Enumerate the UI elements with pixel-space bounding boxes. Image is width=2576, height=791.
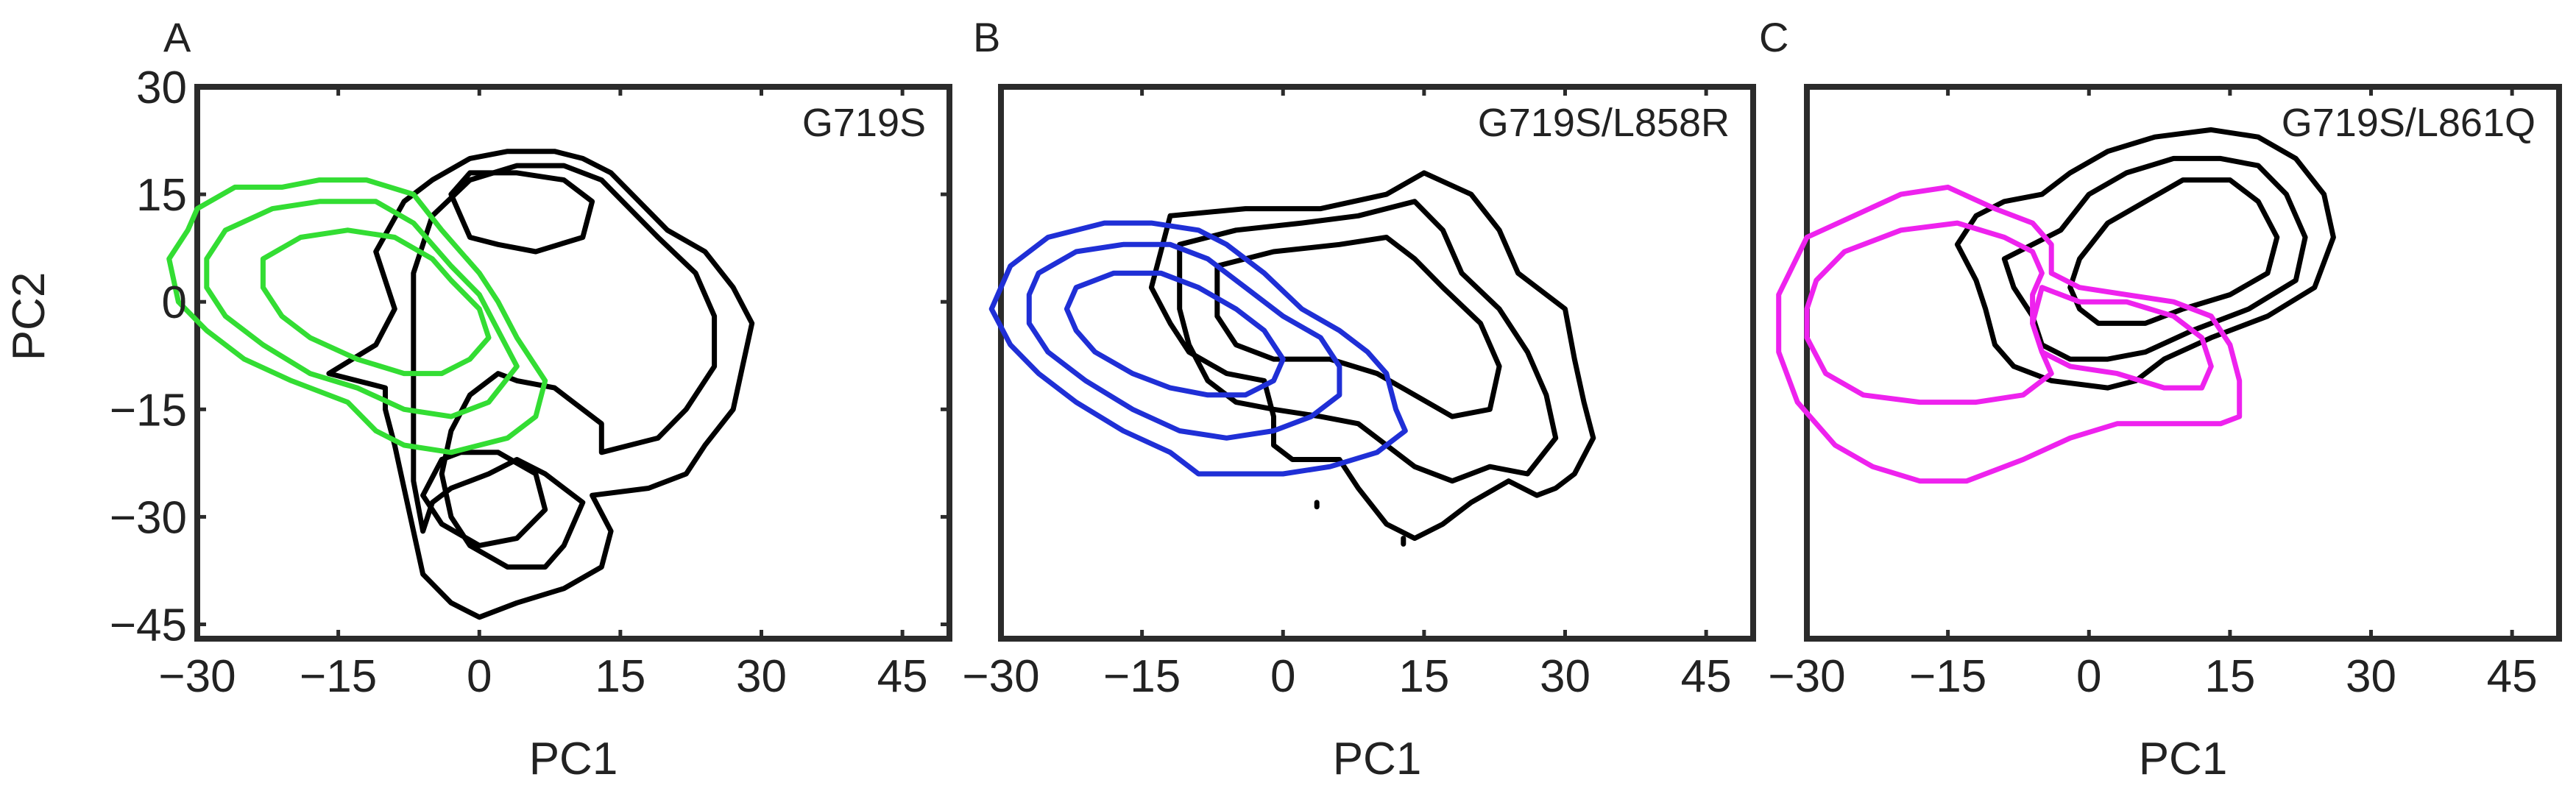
panel-c-contour-magenta-middle [1804,220,2054,405]
panel-a-ytick-label: 15 [136,170,187,221]
panel-a-contour-black-outer [326,149,755,620]
panel-c-label: C [1759,14,1788,60]
panel-b-contour-blue-middle [1026,241,1342,441]
panel-c-contour-black-outer [1954,127,2336,391]
panel-c: C −30 −15 0 15 30 45 G719S/L861Q PC1 [1759,14,2562,784]
panel-b-xtick-label: 45 [1681,651,1732,702]
panel-b-contour-black-inner [1214,235,1502,419]
panel-b-frame [998,84,1756,642]
panel-c-plot: −30 −15 0 15 30 45 G719S/L861Q PC1 [1768,84,2562,784]
panel-a-contour-green-inner [260,227,492,377]
panel-b-xtick-label: −30 [962,651,1039,702]
panel-c-xtick-label: 0 [2076,651,2101,702]
panel-a-ytick-label: 0 [162,277,187,328]
panel-c-xtick-label: 15 [2204,651,2255,702]
panel-a-contour-black-upper-blob [448,170,595,255]
panel-b-plot: −30 −15 0 15 30 45 G719S/L858R PC1 [962,84,1756,784]
panel-b-tick-layer: −30 −15 0 15 30 45 [962,87,1732,702]
panel-a-frame [194,84,952,642]
panel-c-title: G719S/L861Q [2282,101,2536,145]
panel-c-series-layer [1776,127,2336,484]
panel-c-tick-layer: −30 −15 0 15 30 45 [1768,87,2538,702]
panel-b-contour-black-outer [1148,170,1596,542]
panel-c-contour-magenta-outer [1776,184,2243,484]
panel-b-xtick-label: −15 [1103,651,1181,702]
panel-b-xtick-label: 15 [1398,651,1449,702]
panel-b-xtick-label: 0 [1270,651,1295,702]
panel-c-xtick-label: −15 [1909,651,1986,702]
panel-c-frame [1804,84,2562,642]
panel-b: B −30 −15 0 15 30 45 G719S/L858R PC1 [962,14,1756,784]
panel-a-ytick-label: −45 [110,600,187,651]
panel-a-xtick-label: −15 [300,651,377,702]
panel-a-ytick-label: 30 [136,63,187,113]
panel-a-xtick-label: 45 [877,651,928,702]
panel-b-label: B [973,14,1000,60]
panel-a-series-layer [166,149,755,620]
panel-c-xtick-label: 30 [2346,651,2396,702]
panel-a-xtick-label: −30 [158,651,236,702]
panel-a-xtick-label: 30 [736,651,787,702]
panel-a-label: A [163,14,191,60]
panel-a-title: G719S [802,101,926,145]
panel-b-xlabel: PC1 [1333,734,1422,784]
panel-a-xtick-label: 15 [595,651,645,702]
panel-c-contour-black-middle [2001,155,2308,362]
panel-a-ylabel: PC2 [4,272,54,361]
panel-b-contour-black-middle [1177,199,1559,484]
panel-a-contour-black-lower-blob [420,450,548,548]
panel-a-xlabel: PC1 [529,734,618,784]
panel-c-contour-magenta-inner [2030,285,2214,391]
panel-c-xtick-label: 45 [2487,651,2538,702]
panel-a-contour-green-middle [204,199,520,419]
panel-b-title: G719S/L858R [1478,101,1730,145]
panel-b-contour-blue-inner [1064,270,1286,398]
panel-b-xtick-label: 30 [1540,651,1590,702]
panel-a-ytick-label: −15 [110,385,187,436]
panel-c-xlabel: PC1 [2139,734,2228,784]
panel-b-contour-blue-outer [988,220,1408,477]
panel-a-contour-green-outer [166,177,548,455]
panel-a-ytick-label: −30 [110,492,187,543]
panel-c-xtick-label: −30 [1768,651,1845,702]
panel-b-series-layer [988,170,1596,547]
panel-a-xtick-label: 0 [467,651,492,702]
panel-c-contour-black-inner [2067,177,2280,326]
